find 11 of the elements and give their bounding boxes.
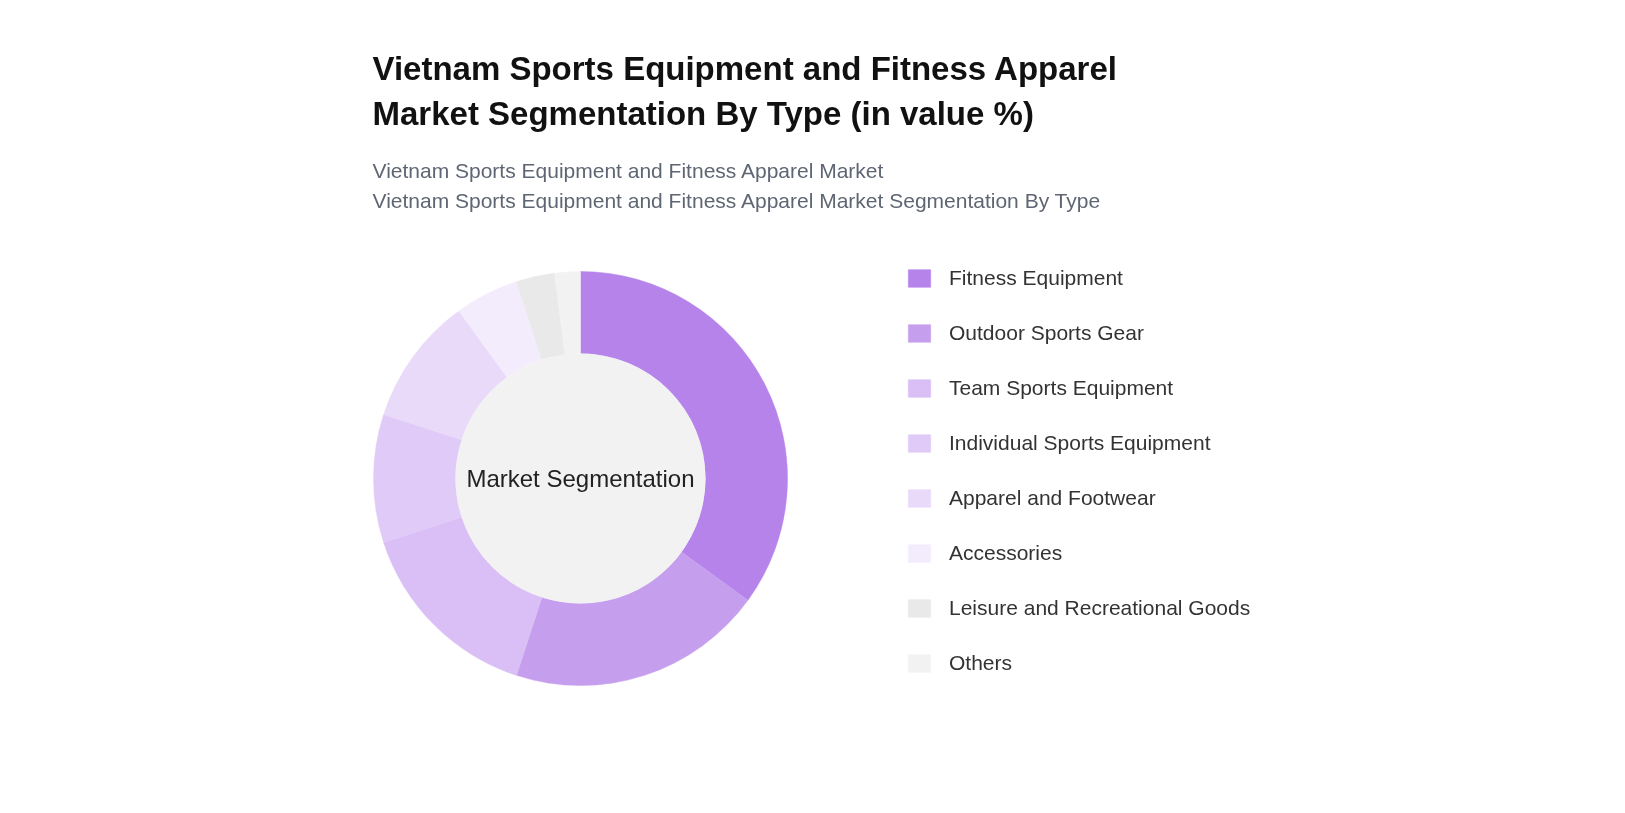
legend-label: Apparel and Footwear (949, 486, 1156, 510)
legend-label: Individual Sports Equipment (949, 431, 1211, 455)
legend-label: Outdoor Sports Gear (949, 321, 1144, 345)
legend-label: Fitness Equipment (949, 266, 1123, 290)
legend-label: Accessories (949, 541, 1063, 565)
legend-label: Team Sports Equipment (949, 376, 1174, 400)
chart-subtitle: Vietnam Sports Equipment and Fitness Apparel Market Vietnam Sports Equipment and Fitness Apparel Market Segmentation By Type (372, 159, 1101, 212)
text: Market Segmentation (466, 465, 695, 492)
legend-label: Leisure and Recreational Goods (949, 596, 1251, 620)
chart-title: Vietnam Sports Equipment and Fitness Apparel Market Segmentation By Type (in value %) (372, 50, 1117, 132)
legend-label: Others (949, 651, 1013, 675)
